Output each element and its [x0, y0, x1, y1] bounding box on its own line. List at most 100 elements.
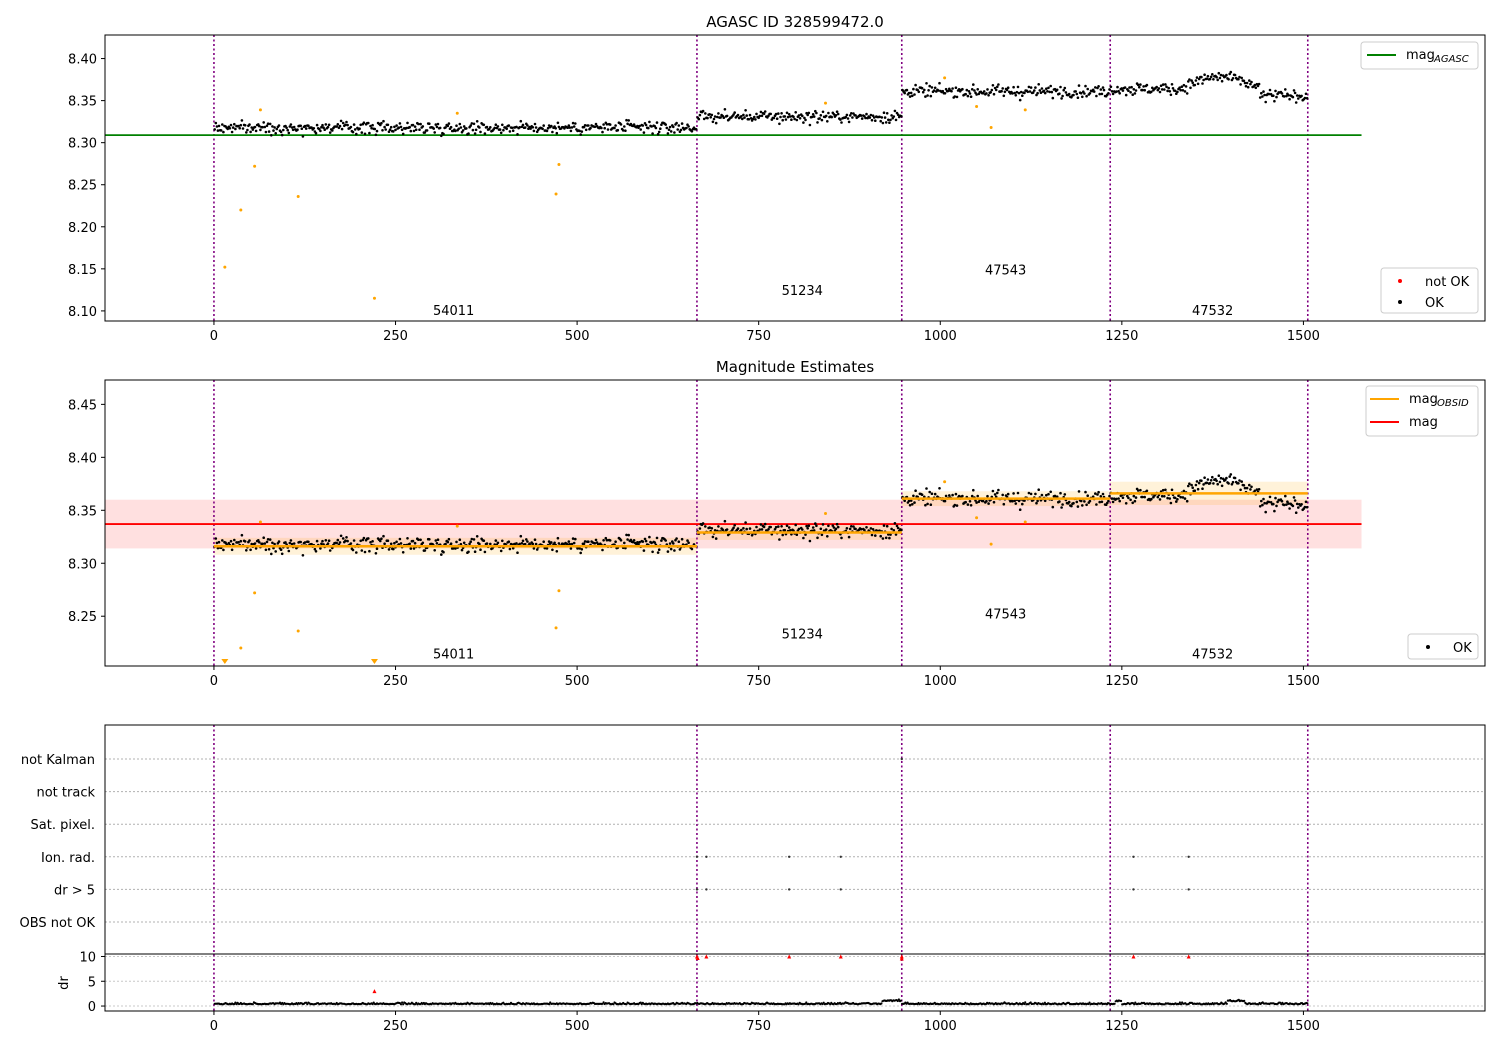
ok-point	[911, 94, 914, 98]
ok-point	[545, 547, 549, 550]
ok-point	[1038, 89, 1042, 92]
ok-point	[434, 539, 438, 542]
ok-point	[287, 131, 291, 135]
ok-point	[594, 122, 598, 126]
y-tick-label: 8.45	[68, 398, 97, 413]
ok-point	[455, 540, 458, 544]
ok-point	[659, 127, 662, 130]
ok-point	[763, 522, 767, 526]
ok-point	[1045, 493, 1048, 497]
ok-point	[1029, 492, 1033, 496]
ok-point	[393, 125, 396, 129]
ok-point	[501, 539, 504, 543]
ok-point	[954, 492, 958, 496]
x-tick-label: 0	[210, 1019, 218, 1034]
ok-point	[398, 537, 402, 541]
ok-point	[672, 125, 675, 129]
ok-point	[832, 526, 836, 529]
ok-point	[583, 124, 587, 127]
ok-point	[605, 538, 609, 542]
dr-point	[897, 998, 901, 1001]
ok-point	[412, 129, 416, 133]
ok-point	[1211, 475, 1214, 479]
ok-point	[289, 123, 293, 126]
ok-point	[479, 548, 482, 551]
ok-point	[810, 115, 814, 119]
ok-point	[625, 533, 628, 537]
ok-point	[923, 88, 926, 92]
ok-point	[521, 539, 525, 543]
ok-point	[213, 128, 216, 131]
ok-point	[925, 487, 928, 490]
ok-point	[1037, 488, 1040, 492]
ok-point	[249, 130, 252, 134]
ok-point	[845, 113, 849, 117]
ok-point	[638, 540, 641, 544]
ok-point	[648, 535, 651, 539]
ok-point	[489, 126, 492, 129]
ok-point	[619, 539, 623, 542]
ok-point	[1179, 495, 1182, 499]
ok-point	[1176, 498, 1179, 501]
ok-point	[925, 82, 928, 85]
ok-point	[435, 125, 439, 129]
ok-point	[650, 125, 653, 128]
ok-point	[819, 527, 823, 531]
ok-point	[1117, 497, 1120, 500]
ok-point	[1083, 92, 1086, 95]
ok-point	[672, 542, 675, 545]
ok-point	[1229, 473, 1233, 476]
ok-point	[815, 524, 818, 528]
ok-point	[762, 525, 766, 529]
ok-point	[603, 126, 606, 130]
ok-point	[794, 523, 797, 527]
ok-point	[401, 551, 405, 554]
not-ok-point	[557, 589, 561, 593]
obsid-label: 51234	[782, 284, 823, 299]
ok-point	[953, 95, 957, 98]
ok-point	[608, 539, 612, 542]
ok-point	[257, 539, 260, 542]
ok-point	[1263, 501, 1266, 505]
ok-point	[265, 124, 269, 128]
ok-point	[1076, 96, 1080, 99]
ok-point	[400, 128, 404, 132]
ok-point	[713, 529, 717, 532]
ok-point	[1074, 90, 1077, 93]
x-tick-label: 500	[565, 1019, 590, 1034]
ok-point	[894, 118, 898, 122]
ok-point	[531, 542, 535, 546]
ok-point	[839, 118, 842, 121]
ok-point	[428, 538, 431, 541]
ok-point	[292, 125, 296, 129]
ok-point	[310, 542, 313, 546]
ok-point	[265, 540, 269, 544]
ok-point	[713, 115, 717, 118]
ok-point	[351, 548, 355, 552]
ok-point	[1216, 78, 1219, 82]
ok-point	[1166, 89, 1169, 93]
ok-point	[351, 130, 355, 134]
ok-point	[1254, 86, 1258, 90]
ok-point	[428, 122, 431, 125]
ok-point	[1013, 91, 1016, 95]
ok-point	[446, 124, 450, 128]
ok-point	[438, 126, 442, 130]
ok-point	[912, 494, 915, 498]
ok-point	[745, 114, 748, 117]
ok-point	[1077, 84, 1081, 87]
ok-point	[409, 547, 413, 550]
ok-point	[250, 126, 253, 129]
ok-point	[483, 132, 487, 135]
ok-point	[474, 128, 478, 132]
dr-high-point	[899, 956, 904, 961]
ok-point	[1062, 88, 1065, 92]
flag-point	[1187, 888, 1190, 891]
ok-point	[975, 93, 978, 96]
dr-point	[612, 1003, 615, 1006]
ok-point	[968, 92, 972, 95]
not-ok-point	[824, 101, 828, 105]
ok-point	[409, 129, 413, 133]
x-tick-label: 750	[746, 329, 771, 344]
ok-point	[320, 125, 323, 129]
